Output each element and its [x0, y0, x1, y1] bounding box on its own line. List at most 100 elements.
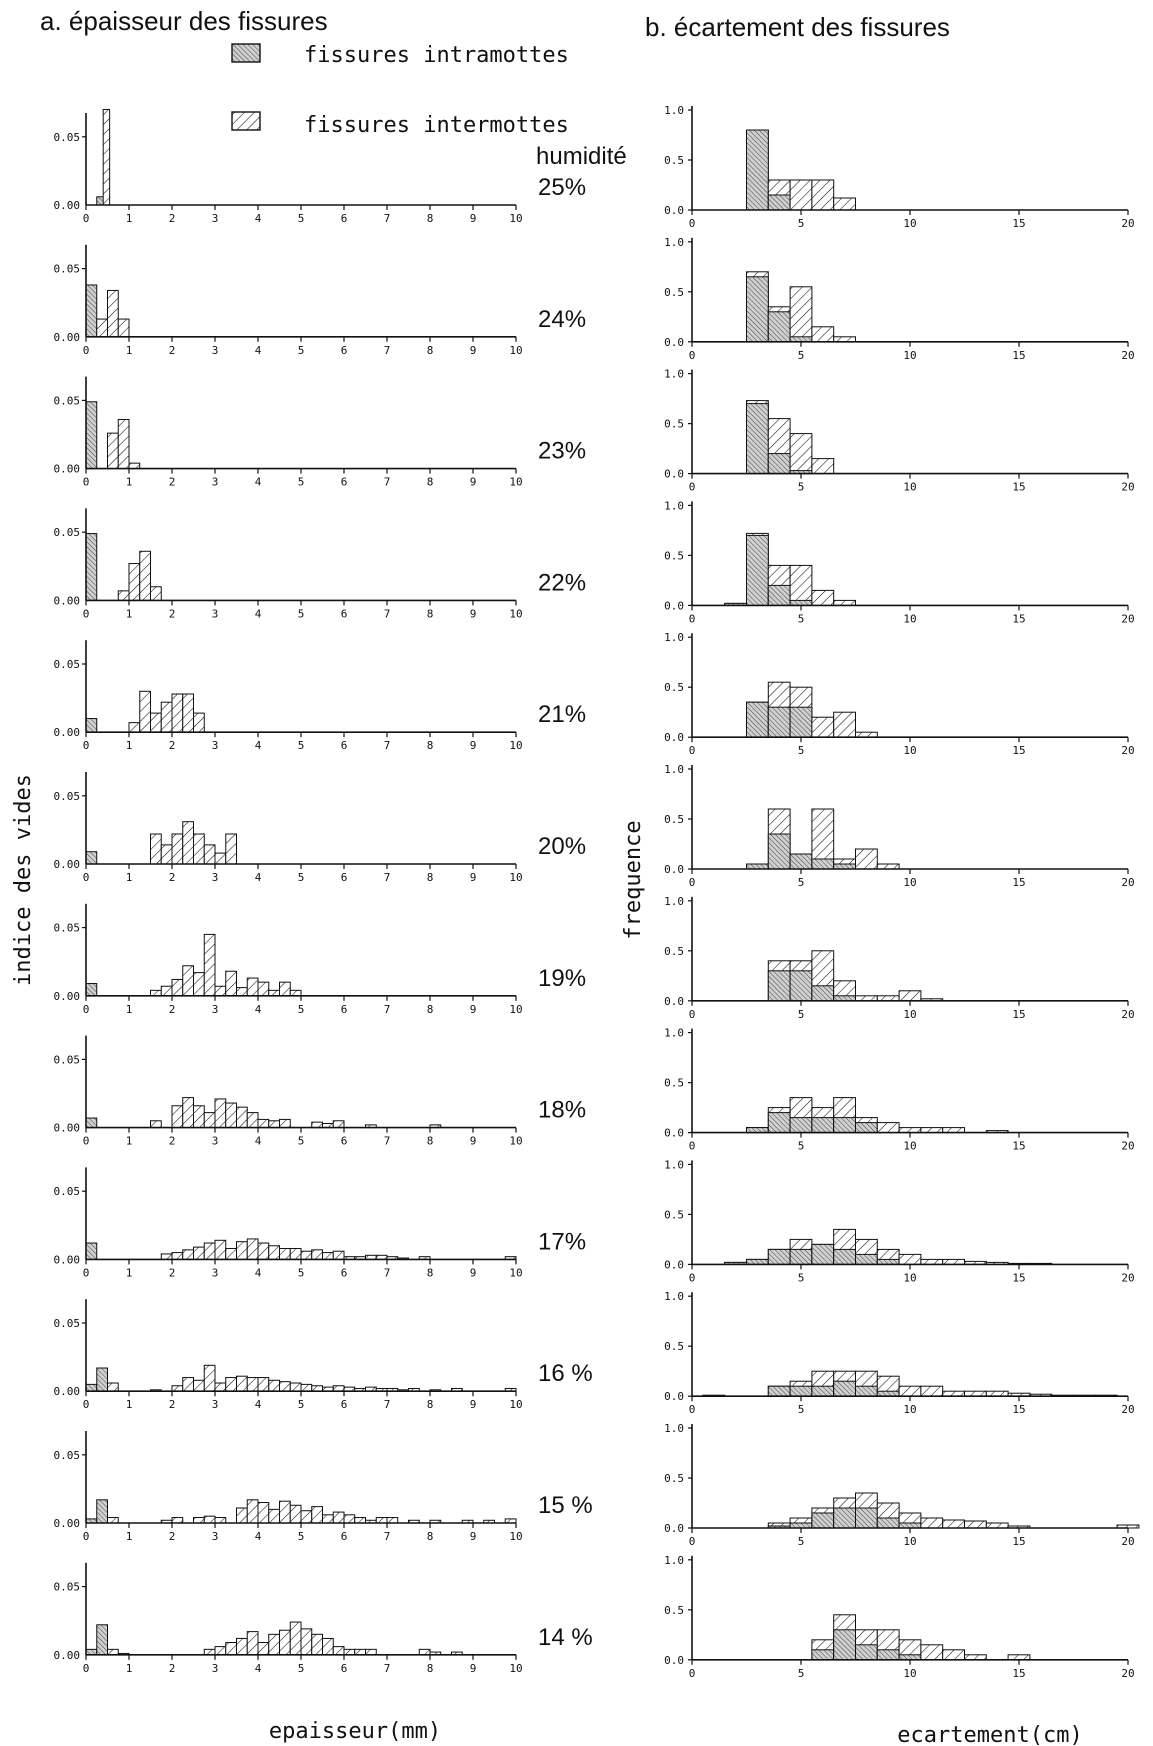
panel-a-row: 0 1 2 3 4 5 6 7 8 9 10 0.00 0.05 24% — [54, 244, 586, 357]
histogram-bar — [289, 1504, 302, 1524]
x-tick-label: 7 — [384, 1530, 391, 1543]
histogram-bar — [171, 1105, 184, 1129]
x-tick-label: 2 — [169, 1135, 176, 1148]
histogram-bar — [236, 1507, 248, 1524]
histogram-bar-intra — [811, 858, 835, 870]
histogram-bar — [279, 1629, 291, 1656]
x-tick-label: 10 — [509, 1266, 522, 1279]
y-tick-label: 0.05 — [54, 1581, 81, 1594]
histogram-bar — [300, 1383, 313, 1392]
x-tick-label: 2 — [169, 212, 176, 225]
x-tick-label: 10 — [509, 1135, 522, 1148]
histogram-bar — [246, 1112, 259, 1129]
x-tick-label: 5 — [298, 739, 305, 752]
x-tick-label: 2 — [169, 1003, 176, 1016]
x-tick-label: 10 — [509, 344, 522, 357]
x-tick-label: 6 — [341, 739, 348, 752]
histogram-bar — [257, 1118, 270, 1129]
x-tick-label: 4 — [255, 344, 262, 357]
x-tick-label: 9 — [470, 476, 477, 489]
histogram-bar — [225, 1377, 237, 1392]
y-tick-label: 0.0 — [664, 1522, 684, 1535]
x-tick-label: 4 — [255, 1530, 262, 1543]
x-tick-label: 4 — [255, 1266, 262, 1279]
histogram-bar — [102, 109, 111, 206]
histogram-bar — [942, 1649, 966, 1661]
histogram-bar — [418, 1648, 431, 1656]
histogram-bar — [811, 716, 835, 738]
histogram-bar-intra — [811, 1117, 835, 1134]
x-tick-label: 0 — [689, 1140, 696, 1153]
x-tick-label: 0 — [83, 476, 90, 489]
x-tick-label: 10 — [903, 349, 916, 362]
y-tick-label: 0.00 — [54, 1385, 81, 1398]
panel-a-row: 0 1 2 3 4 5 6 7 8 9 10 0.00 0.05 16 % — [54, 1299, 593, 1411]
x-tick-label: 10 — [903, 744, 916, 757]
x-tick-label: 6 — [341, 1003, 348, 1016]
x-tick-label: 1 — [126, 871, 133, 884]
x-tick-label: 6 — [341, 1266, 348, 1279]
histogram-bar — [107, 1648, 119, 1656]
histogram-bar — [139, 690, 151, 733]
x-tick-label: 0 — [689, 744, 696, 757]
histogram-bar-intra — [789, 853, 813, 870]
y-tick-label: 1.0 — [664, 499, 684, 512]
histogram-bar — [246, 1238, 259, 1260]
x-tick-label: 5 — [298, 212, 305, 225]
x-tick-label: 9 — [470, 344, 477, 357]
histogram-bar-intra — [855, 1385, 878, 1397]
x-tick-label: 0 — [689, 1535, 696, 1548]
x-tick-label: 2 — [169, 1266, 176, 1279]
y-tick-label: 0.5 — [664, 1340, 684, 1353]
panel-a-row: 0 1 2 3 4 5 6 7 8 9 10 0.00 0.05 21% — [54, 640, 586, 752]
y-tick-label: 0.0 — [664, 336, 684, 349]
panel-b-ylabel: frequence — [621, 820, 646, 939]
histogram-bar — [193, 1517, 205, 1524]
histogram-bar-intra — [855, 1253, 878, 1265]
histogram-bar-intra — [855, 1644, 878, 1661]
histogram-bar — [257, 1242, 270, 1260]
y-tick-label: 1.0 — [664, 236, 684, 249]
x-tick-label: 6 — [341, 344, 348, 357]
x-tick-label: 1 — [126, 212, 133, 225]
y-tick-label: 0.05 — [54, 658, 81, 671]
x-tick-label: 9 — [470, 1530, 477, 1543]
y-tick-label: 0.05 — [54, 1449, 81, 1462]
histogram-bar — [203, 1515, 216, 1524]
panel-b-row: 0 5 10 15 20 0.0 0.5 1.0 — [664, 1158, 1135, 1284]
humidity-value: 17% — [538, 1228, 586, 1255]
x-tick-label: 5 — [798, 1271, 805, 1284]
y-tick-label: 1.0 — [664, 895, 684, 908]
x-tick-label: 1 — [126, 1662, 133, 1675]
histogram-bar — [139, 550, 151, 601]
x-tick-label: 20 — [1121, 1140, 1134, 1153]
x-tick-label: 0 — [83, 1662, 90, 1675]
x-tick-label: 15 — [1012, 1140, 1025, 1153]
y-tick-label: 1.0 — [664, 1554, 684, 1567]
y-tick-label: 0.05 — [54, 790, 81, 803]
panel-a-row: 0 1 2 3 4 5 6 7 8 9 10 0.00 0.05 25% — [54, 109, 586, 225]
histogram-bar — [128, 722, 141, 733]
x-tick-label: 15 — [1012, 481, 1025, 494]
x-tick-label: 0 — [689, 612, 696, 625]
histogram-bar — [322, 1514, 334, 1524]
histogram-bar — [268, 1633, 280, 1656]
histogram-bar — [85, 533, 98, 601]
x-tick-label: 5 — [298, 607, 305, 620]
y-tick-label: 1.0 — [664, 1158, 684, 1171]
x-tick-label: 8 — [427, 476, 434, 489]
x-tick-label: 0 — [689, 1667, 696, 1680]
y-tick-label: 0.00 — [54, 1122, 81, 1135]
x-tick-label: 8 — [427, 871, 434, 884]
x-tick-label: 0 — [83, 1266, 90, 1279]
y-tick-label: 0.05 — [54, 263, 81, 276]
histogram-bar — [268, 1120, 280, 1129]
x-tick-label: 2 — [169, 739, 176, 752]
x-tick-label: 1 — [126, 1003, 133, 1016]
histogram-bar-intra — [767, 453, 791, 475]
histogram-bar — [225, 970, 237, 997]
histogram-bar-intra — [833, 1629, 857, 1661]
x-tick-label: 4 — [255, 476, 262, 489]
histogram-bar — [300, 1250, 313, 1260]
panel-b-row: 0 5 10 15 20 0.0 0.5 1.0 — [664, 631, 1135, 757]
